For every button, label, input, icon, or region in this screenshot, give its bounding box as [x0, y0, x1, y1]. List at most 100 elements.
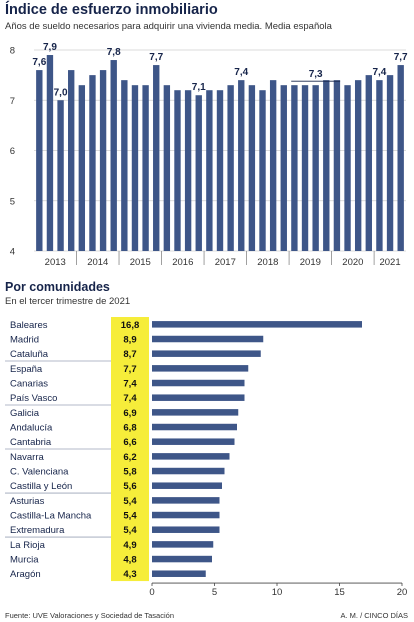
bar	[333, 80, 341, 252]
x-tick-label: 2019	[300, 257, 321, 268]
data-label: 7,6	[32, 57, 46, 68]
category-label: España	[10, 364, 43, 375]
x-tick-label: 15	[334, 587, 345, 598]
data-label: 7,4	[372, 67, 386, 78]
category-label: Canarias	[10, 379, 48, 390]
data-label: 7,1	[192, 82, 206, 93]
bar	[152, 409, 239, 416]
value-label: 5,6	[123, 481, 136, 492]
category-label: País Vasco	[10, 393, 57, 404]
bar	[397, 65, 404, 251]
category-label: Castilla-La Mancha	[10, 511, 92, 522]
category-label: Cantabria	[10, 437, 52, 448]
bar	[248, 85, 256, 251]
y-tick-label: 8	[10, 46, 15, 57]
x-tick-label: 0	[149, 587, 154, 598]
credit-note: A. M. / CINCO DÍAS	[340, 611, 408, 620]
chart-subtitle: Años de sueldo necesarios para adquirir …	[5, 21, 332, 32]
bar	[365, 75, 372, 251]
bar	[238, 80, 245, 252]
bar	[163, 85, 171, 251]
bar	[152, 379, 245, 387]
regions-section-title: Por comunidades	[5, 280, 110, 294]
bar	[152, 541, 214, 548]
value-label: 4,8	[123, 555, 136, 566]
x-tick-label: 2013	[45, 257, 66, 268]
bar	[280, 85, 287, 251]
bar	[152, 394, 245, 401]
value-label: 5,4	[123, 525, 137, 536]
bar	[78, 85, 86, 251]
x-tick-label: 2021	[379, 257, 400, 268]
category-label: Galicia	[10, 408, 40, 419]
value-label: 6,2	[123, 452, 136, 463]
bar	[68, 70, 75, 251]
bar	[174, 90, 181, 251]
x-tick-label: 2015	[130, 257, 151, 268]
value-label: 5,4	[123, 496, 137, 507]
value-label: 5,8	[123, 467, 136, 478]
bar	[152, 570, 206, 577]
x-tick-label: 2017	[215, 257, 236, 268]
bar	[142, 85, 149, 251]
value-label: 6,6	[123, 437, 136, 448]
regions-section-subtitle: En el tercer trimestre de 2021	[5, 296, 131, 307]
category-label: Castilla y León	[10, 481, 72, 492]
category-label: Madrid	[10, 335, 39, 346]
y-tick-label: 4	[10, 247, 15, 258]
bar	[344, 85, 351, 251]
bar	[152, 453, 230, 460]
bar	[110, 60, 117, 251]
value-label: 7,4	[123, 393, 137, 404]
bar	[323, 80, 330, 252]
category-label: Baleares	[10, 320, 48, 331]
bar	[312, 85, 319, 251]
x-tick-label: 5	[212, 587, 217, 598]
x-tick-label: 2020	[342, 257, 363, 268]
bar	[152, 321, 362, 328]
time-series-bar-chart: 4 5 6 7 8 2013 2014 2015 2016 2017 2018 2019 2020 202…	[10, 42, 408, 268]
value-label: 16,8	[121, 320, 140, 331]
bar	[152, 365, 249, 372]
data-label: 7,4	[234, 67, 248, 78]
data-label: 7,3	[309, 69, 323, 80]
bar	[152, 526, 220, 533]
bar	[99, 70, 107, 251]
bar	[153, 65, 160, 251]
bar	[259, 90, 266, 251]
category-label: Andalucía	[10, 423, 53, 434]
value-label: 4,3	[123, 569, 136, 580]
bar	[121, 80, 128, 252]
data-label: 7,9	[43, 42, 57, 53]
y-tick-label: 7	[10, 96, 15, 107]
chart-title: Índice de esfuerzo inmobiliario	[5, 2, 218, 18]
bar	[152, 467, 225, 475]
value-label: 8,7	[123, 349, 136, 360]
bar	[152, 335, 264, 343]
bar	[152, 497, 220, 504]
value-label: 4,9	[123, 540, 136, 551]
bar	[152, 482, 222, 489]
bar	[291, 85, 298, 251]
value-label: 6,9	[123, 408, 136, 419]
category-label: Cataluña	[10, 349, 49, 360]
category-label: Murcia	[10, 555, 39, 566]
x-tick-label: 2014	[87, 257, 108, 268]
bar	[152, 511, 220, 519]
bar	[195, 95, 202, 251]
bar	[184, 90, 192, 251]
x-tick-label: 2018	[257, 257, 278, 268]
bar	[152, 423, 237, 431]
bar	[269, 80, 277, 252]
bar	[152, 438, 235, 445]
category-label: Extremadura	[10, 525, 65, 536]
y-tick-label: 5	[10, 196, 15, 207]
bar	[36, 70, 43, 251]
bar	[301, 85, 309, 251]
category-label: Navarra	[10, 452, 45, 463]
category-label: La Rioja	[10, 540, 46, 551]
bar	[46, 55, 54, 252]
bar	[206, 90, 213, 251]
value-label: 6,8	[123, 423, 136, 434]
x-tick-label: 10	[272, 587, 283, 598]
